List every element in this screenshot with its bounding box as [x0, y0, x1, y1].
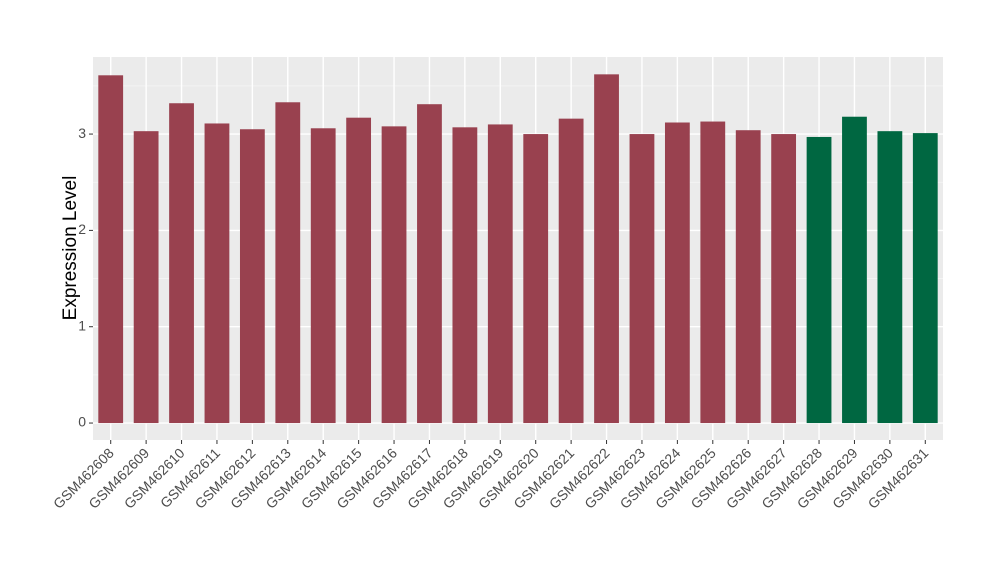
bar — [735, 130, 761, 424]
bar — [169, 103, 194, 424]
bar — [700, 121, 726, 424]
bar — [558, 118, 584, 424]
bar — [912, 133, 938, 424]
bar — [629, 134, 655, 424]
bar — [133, 131, 159, 424]
bar — [877, 131, 903, 424]
y-tick-label: 1 — [78, 317, 86, 333]
bar — [842, 116, 867, 424]
bar — [487, 124, 513, 424]
y-axis-label: Expression Level — [60, 176, 81, 321]
bar — [381, 126, 407, 424]
bar — [452, 127, 478, 424]
y-tick-label: 2 — [78, 221, 86, 237]
bar — [239, 129, 265, 424]
bar — [771, 134, 797, 424]
bar — [417, 104, 442, 424]
bar — [806, 136, 832, 424]
bar — [346, 117, 372, 424]
bar — [523, 134, 549, 424]
panel — [93, 57, 943, 440]
bar — [594, 74, 619, 424]
bar — [275, 102, 301, 424]
y-tick-label: 3 — [78, 125, 86, 141]
bar — [664, 122, 690, 424]
bar — [204, 123, 230, 424]
y-tick-label: 0 — [78, 414, 86, 430]
bar — [310, 128, 336, 424]
bar — [98, 75, 124, 424]
